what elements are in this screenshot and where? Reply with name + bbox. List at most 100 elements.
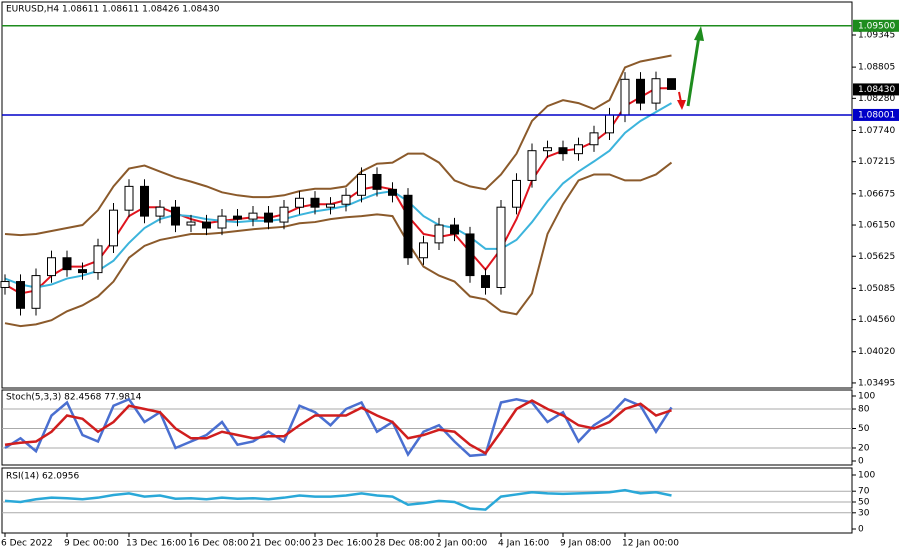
x-tick-label: 9 Dec 00:00 — [64, 539, 119, 549]
candle-body — [388, 188, 397, 196]
candle-body — [124, 185, 134, 211]
indicator-line — [4, 54, 672, 237]
y-tick-label: 1.05085 — [858, 284, 895, 294]
candle-body — [31, 275, 41, 309]
x-tick-label: 4 Jan 16:00 — [498, 539, 550, 549]
candle-body — [465, 233, 475, 277]
y-tick-label: 1.05625 — [858, 252, 895, 262]
stoch-panel — [1, 389, 853, 466]
candle-body — [202, 221, 211, 229]
candle-body — [341, 194, 351, 205]
candle-body — [651, 78, 661, 104]
down-arrowhead — [677, 100, 686, 110]
candle-body — [155, 206, 165, 217]
price-label-box — [853, 83, 899, 96]
y-tick-label: 100 — [858, 471, 875, 481]
candle-body — [62, 257, 72, 271]
y-tick-label: 50 — [858, 424, 870, 434]
candle-body — [434, 224, 444, 244]
candle-body — [496, 206, 506, 288]
y-tick-label: 50 — [858, 498, 870, 508]
candle-body — [233, 215, 242, 220]
candle-body — [419, 242, 428, 259]
candle-body — [574, 144, 583, 155]
y-tick-label: 1.07215 — [858, 157, 895, 167]
y-tick-label: 1.06675 — [858, 189, 895, 199]
level-label: 1.09500 — [858, 21, 895, 31]
stoch-title: Stoch(5,3,3) 82.4568 77.9814 — [6, 393, 142, 403]
y-tick-label: 1.06150 — [858, 221, 895, 231]
candle-body — [0, 281, 10, 288]
candle-body — [543, 147, 552, 152]
y-tick-label: 0 — [858, 525, 864, 535]
x-tick-label: 9 Jan 08:00 — [560, 539, 612, 549]
y-tick-label: 1.08280 — [858, 94, 895, 104]
candle-body — [326, 203, 335, 208]
candle-body — [372, 173, 382, 190]
rsi-panel — [1, 467, 853, 534]
candle-body — [279, 206, 289, 223]
candle-body — [357, 173, 366, 196]
candle-body — [264, 212, 273, 223]
candle-body — [109, 209, 118, 247]
candle-body — [310, 197, 320, 208]
y-tick-label: 1.07740 — [858, 126, 895, 136]
candle-body — [589, 132, 599, 146]
price-label: 1.08430 — [858, 85, 895, 95]
y-tick-label: 1.03495 — [858, 378, 895, 388]
candle-body — [512, 179, 521, 208]
candle-body — [527, 150, 537, 181]
x-tick-label: 6 Dec 2022 — [1, 539, 53, 549]
candle-body — [295, 197, 304, 208]
candle-body — [605, 114, 614, 134]
indicator-line — [4, 102, 672, 289]
candle-body — [403, 194, 413, 259]
up-arrow — [686, 35, 701, 107]
candle-body — [47, 257, 56, 277]
y-tick-label: 80 — [858, 405, 870, 415]
y-tick-label: 100 — [858, 392, 875, 402]
y-tick-label: 0 — [858, 457, 864, 467]
indicator-line — [4, 161, 673, 328]
y-tick-label: 1.04020 — [858, 347, 895, 357]
level-label: 1.08001 — [858, 110, 895, 120]
x-tick-label: 13 Dec 16:00 — [126, 539, 187, 549]
x-tick-label: 2 Jan 00:00 — [436, 539, 488, 549]
indicator-line — [4, 488, 672, 511]
y-tick-label: 1.04560 — [858, 315, 895, 325]
candle-body — [248, 212, 258, 220]
y-tick-label: 1.08805 — [858, 63, 895, 73]
candle-body — [481, 275, 490, 288]
candle-body — [636, 78, 645, 104]
candle-body — [217, 215, 227, 229]
x-tick-label: 28 Dec 08:00 — [374, 539, 435, 549]
candle-body — [140, 185, 149, 217]
candle-body — [186, 221, 196, 226]
candle-body — [450, 224, 459, 235]
indicator-line — [4, 399, 672, 455]
candle-body — [78, 269, 87, 274]
y-tick-label: 70 — [858, 487, 870, 497]
x-tick-label: 23 Dec 16:00 — [312, 539, 373, 549]
x-tick-label: 16 Dec 08:00 — [188, 539, 249, 549]
main-panel — [1, 1, 853, 389]
level-label-box — [853, 108, 899, 121]
candle-body — [667, 78, 676, 90]
candle-body — [620, 78, 630, 116]
y-tick-label: 1.09345 — [858, 31, 895, 41]
y-tick-label: 20 — [858, 444, 870, 454]
x-tick-label: 21 Dec 00:00 — [250, 539, 311, 549]
candle-body — [93, 245, 103, 274]
up-arrowhead — [694, 26, 704, 41]
x-tick-label: 12 Jan 00:00 — [622, 539, 679, 549]
rsi-title: RSI(14) 62.0956 — [6, 472, 79, 482]
arrows — [677, 26, 704, 110]
candle-body — [558, 147, 568, 155]
candle-body — [16, 281, 25, 309]
main-title: EURUSD,H4 1.08611 1.08611 1.08426 1.0843… — [6, 5, 220, 15]
candle-body — [171, 206, 180, 226]
level-label-box — [853, 19, 899, 32]
y-tick-label: 30 — [858, 508, 870, 518]
